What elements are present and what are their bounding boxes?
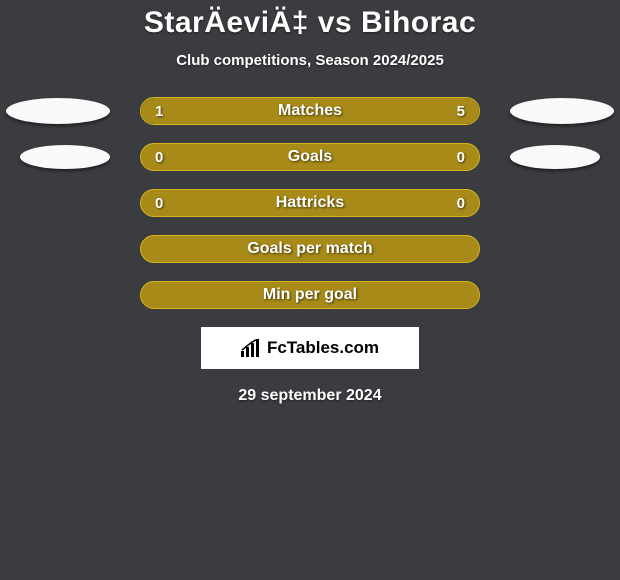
stat-row: Goals per match — [0, 235, 620, 263]
team-logo-right — [510, 98, 614, 124]
stat-row: 00Goals — [0, 143, 620, 171]
stat-row: 15Matches — [0, 97, 620, 125]
brand-link[interactable]: FcTables.com — [241, 338, 379, 358]
team-logo-left — [20, 145, 110, 169]
stat-bar: 15Matches — [140, 97, 480, 125]
stat-label: Hattricks — [141, 194, 479, 212]
brand-text: FcTables.com — [267, 338, 379, 358]
stat-bar: 00Hattricks — [140, 189, 480, 217]
stat-label: Matches — [141, 102, 479, 120]
stat-row: 00Hattricks — [0, 189, 620, 217]
stats-list: 15Matches 00Goals 00Hattricks Goals per mat… — [0, 97, 620, 309]
date-label: 29 september 2024 — [0, 387, 620, 405]
team-logo-right — [510, 145, 600, 169]
stat-label: Min per goal — [141, 286, 479, 304]
subtitle: Club competitions, Season 2024/2025 — [0, 52, 620, 69]
brand-box[interactable]: FcTables.com — [201, 327, 419, 369]
stat-bar: 00Goals — [140, 143, 480, 171]
chart-icon — [241, 339, 261, 357]
team-logo-left — [6, 98, 110, 124]
stat-label: Goals — [141, 148, 479, 166]
stat-bar: Goals per match — [140, 235, 480, 263]
page-title: StarÄeviÄ‡ vs Bihorac — [0, 6, 620, 40]
stat-row: Min per goal — [0, 281, 620, 309]
stat-label: Goals per match — [141, 240, 479, 258]
stats-card: StarÄeviÄ‡ vs Bihorac Club competitions,… — [0, 0, 620, 405]
stat-bar: Min per goal — [140, 281, 480, 309]
